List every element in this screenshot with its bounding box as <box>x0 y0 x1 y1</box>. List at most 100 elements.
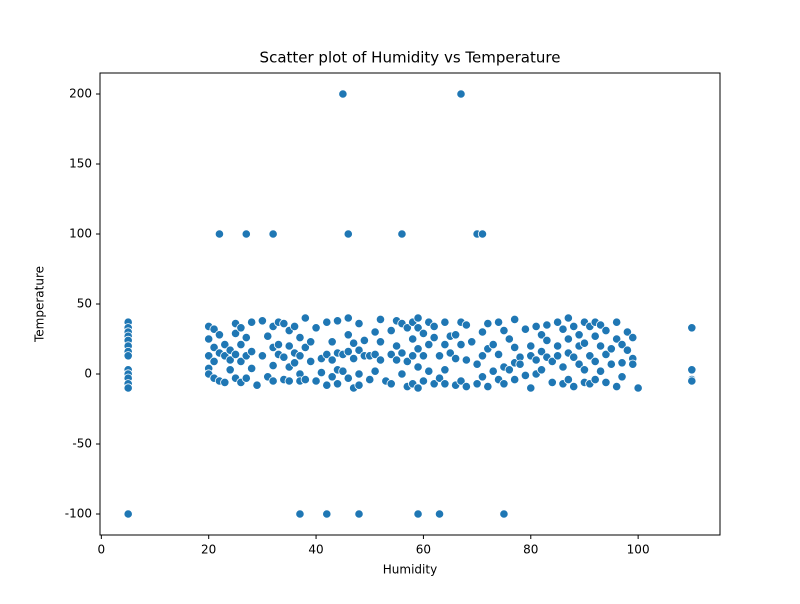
point <box>456 339 466 350</box>
point <box>332 316 343 326</box>
point <box>536 365 547 375</box>
point <box>429 321 439 331</box>
point <box>343 346 353 357</box>
point <box>268 360 278 371</box>
point <box>477 372 488 382</box>
point <box>579 338 590 348</box>
point <box>445 348 455 358</box>
point <box>526 383 536 393</box>
point <box>424 339 434 350</box>
point <box>633 383 643 393</box>
y-tick-label: 0 <box>84 367 92 381</box>
point <box>563 334 573 344</box>
point <box>451 330 461 340</box>
point <box>273 339 284 350</box>
point <box>440 339 450 350</box>
point <box>123 509 133 519</box>
point <box>569 381 579 392</box>
point <box>257 316 267 326</box>
point <box>617 372 627 382</box>
point <box>230 328 241 338</box>
point <box>370 366 380 376</box>
point <box>595 320 606 330</box>
point <box>327 337 337 347</box>
point <box>606 344 616 354</box>
point <box>413 509 423 519</box>
point <box>322 380 332 390</box>
point <box>214 229 225 239</box>
point <box>483 381 493 392</box>
point <box>343 373 353 383</box>
point <box>499 379 509 389</box>
y-tick-label: 100 <box>69 227 92 241</box>
point <box>536 330 547 340</box>
point <box>338 89 348 99</box>
point <box>220 377 230 387</box>
point <box>520 324 531 334</box>
point <box>418 351 429 361</box>
point <box>553 351 563 361</box>
point <box>241 373 251 383</box>
point <box>204 334 214 344</box>
point <box>349 338 359 348</box>
point <box>295 332 305 343</box>
point <box>289 321 300 331</box>
point <box>553 341 563 351</box>
point <box>354 369 364 379</box>
point <box>230 349 241 359</box>
point <box>343 330 353 340</box>
point <box>413 362 423 372</box>
point <box>123 383 133 393</box>
point <box>354 380 364 390</box>
y-tick-label: -50 <box>72 437 92 451</box>
point <box>284 341 294 351</box>
point <box>531 355 541 365</box>
point <box>209 324 219 334</box>
point <box>579 365 590 375</box>
point <box>349 353 359 364</box>
point <box>590 331 600 341</box>
point <box>354 318 364 329</box>
point <box>510 342 520 352</box>
x-tick-label: 0 <box>98 543 106 557</box>
point <box>601 325 611 336</box>
y-axis-label: Temperature <box>33 266 47 343</box>
point <box>563 374 573 385</box>
point <box>263 331 273 341</box>
point <box>461 381 471 392</box>
point <box>397 348 407 358</box>
point <box>510 314 520 324</box>
point <box>558 324 568 334</box>
point <box>553 317 563 327</box>
point <box>488 366 498 376</box>
point <box>247 363 257 373</box>
point <box>606 359 616 369</box>
point <box>558 362 568 372</box>
point <box>456 89 466 99</box>
x-tick-label: 40 <box>308 543 323 557</box>
point <box>440 365 450 375</box>
point <box>499 325 509 336</box>
point <box>209 342 219 352</box>
point <box>279 318 289 329</box>
point <box>440 317 450 327</box>
point <box>204 351 214 361</box>
point <box>424 366 434 376</box>
x-axis-label: Humidity <box>383 563 437 577</box>
point <box>434 351 445 361</box>
point <box>461 320 471 330</box>
point <box>268 229 278 239</box>
point <box>687 365 697 375</box>
point <box>214 330 225 340</box>
point <box>370 349 380 359</box>
point <box>241 229 251 239</box>
point <box>622 345 633 355</box>
point <box>531 321 541 331</box>
point <box>617 358 627 368</box>
point <box>574 359 584 369</box>
point <box>542 320 552 330</box>
point <box>456 376 466 386</box>
point <box>595 366 606 376</box>
point <box>375 355 386 365</box>
point <box>220 339 230 350</box>
